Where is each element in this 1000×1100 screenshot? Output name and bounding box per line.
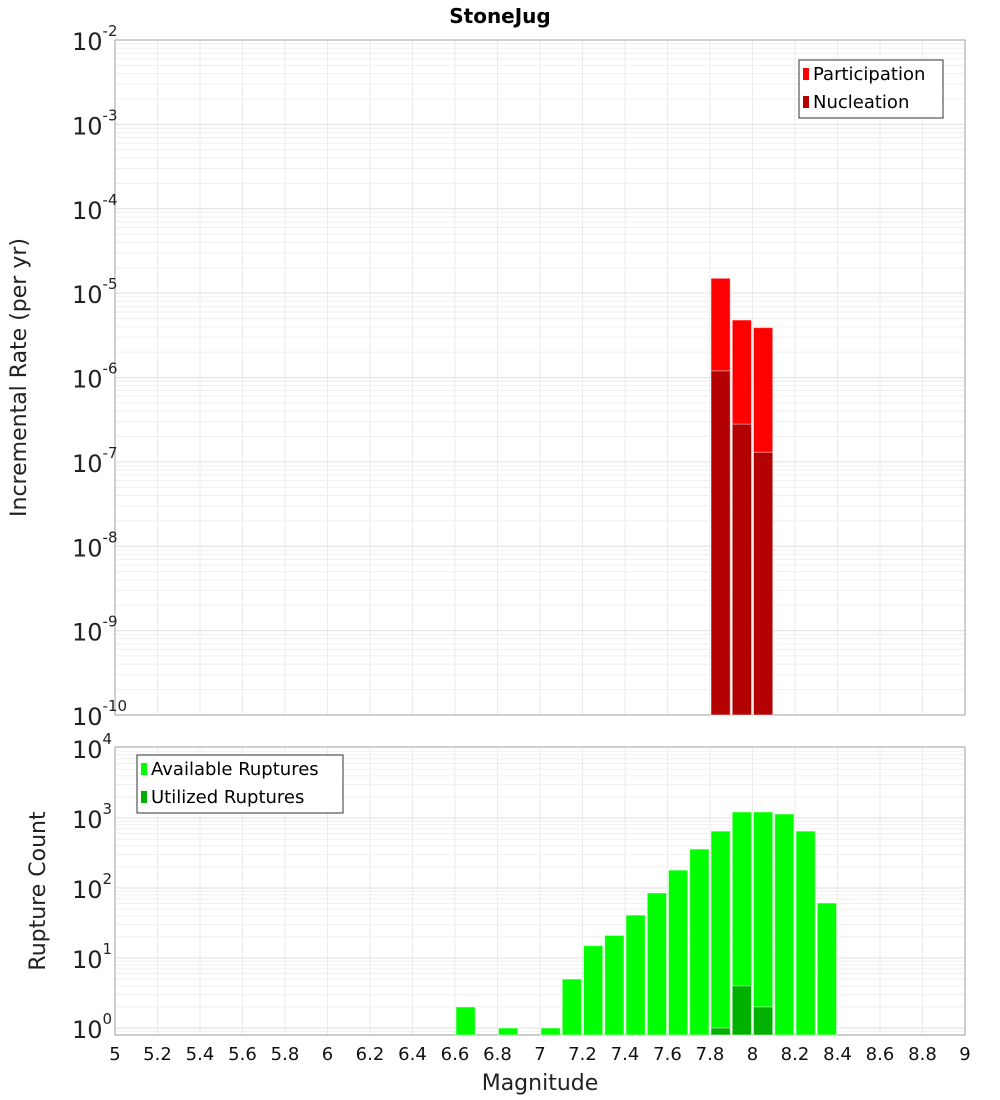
plot-border bbox=[114, 746, 966, 1036]
x-tick-label: 8.6 bbox=[866, 1044, 895, 1065]
bar-available-ruptures bbox=[455, 1006, 476, 1036]
y-tick-label: 10-4 bbox=[72, 191, 118, 225]
legend-swatch bbox=[141, 791, 147, 803]
x-axis-label: Magnitude bbox=[482, 1071, 599, 1096]
y-tick-label: 101 bbox=[72, 940, 112, 974]
y-tick-label: 10-3 bbox=[72, 106, 118, 140]
x-tick-label: 6.8 bbox=[483, 1044, 512, 1065]
x-tick-label: 6.4 bbox=[398, 1044, 427, 1065]
x-tick-label: 7.8 bbox=[696, 1044, 725, 1065]
bar-utilized-ruptures bbox=[753, 1006, 774, 1036]
bar-available-ruptures bbox=[795, 830, 816, 1036]
bar-nucleation bbox=[710, 370, 731, 716]
x-tick-label: 7.4 bbox=[611, 1044, 640, 1065]
y-tick-label: 10-9 bbox=[72, 613, 118, 647]
legend-box bbox=[136, 754, 344, 814]
y-tick-label: 102 bbox=[72, 870, 112, 904]
x-tick-label: 5.6 bbox=[228, 1044, 257, 1065]
y-tick-label: 10-10 bbox=[72, 697, 127, 731]
legend-label: Available Ruptures bbox=[151, 759, 319, 780]
x-tick-label: 8.8 bbox=[908, 1044, 937, 1065]
bar-utilized-ruptures bbox=[710, 1027, 731, 1036]
bar-available-ruptures bbox=[604, 934, 625, 1036]
bar-available-ruptures bbox=[583, 945, 604, 1036]
bar-available-ruptures bbox=[646, 892, 667, 1036]
x-tick-label: 8.2 bbox=[781, 1044, 810, 1065]
y-tick-label: 103 bbox=[72, 800, 112, 834]
legend-label: Utilized Ruptures bbox=[151, 787, 304, 808]
bar-available-ruptures bbox=[668, 869, 689, 1036]
bar-available-ruptures bbox=[561, 978, 582, 1036]
bar-available-ruptures bbox=[498, 1027, 519, 1036]
legend-label: Participation bbox=[813, 64, 925, 85]
bar-available-ruptures bbox=[710, 830, 731, 1036]
x-tick-label: 5.4 bbox=[186, 1044, 215, 1065]
bar-nucleation bbox=[753, 451, 774, 716]
y-tick-label: 100 bbox=[72, 1010, 112, 1044]
bar-available-ruptures bbox=[625, 914, 646, 1036]
y-tick-label: 10-6 bbox=[72, 360, 118, 394]
bar-available-ruptures bbox=[689, 848, 710, 1036]
legend-swatch bbox=[141, 763, 147, 775]
x-tick-label: 7.6 bbox=[653, 1044, 682, 1065]
x-tick-label: 8.4 bbox=[823, 1044, 852, 1065]
x-tick-label: 6.2 bbox=[356, 1044, 385, 1065]
bar-available-ruptures bbox=[540, 1027, 561, 1036]
bar-nucleation bbox=[731, 423, 752, 716]
legend-box bbox=[798, 59, 944, 119]
bar-available-ruptures bbox=[774, 813, 795, 1036]
x-tick-label: 7.2 bbox=[568, 1044, 597, 1065]
x-tick-label: 6.6 bbox=[441, 1044, 470, 1065]
x-tick-label: 5.2 bbox=[143, 1044, 172, 1065]
x-tick-label: 9 bbox=[959, 1044, 970, 1065]
x-tick-label: 7 bbox=[534, 1044, 545, 1065]
legend-label: Nucleation bbox=[813, 92, 909, 113]
x-tick-label: 5 bbox=[109, 1044, 120, 1065]
y-tick-label: 10-7 bbox=[72, 444, 118, 478]
y-tick-label: 10-2 bbox=[72, 22, 118, 56]
plot-border bbox=[114, 39, 966, 716]
y-tick-label: 10-8 bbox=[72, 528, 118, 562]
bar-utilized-ruptures bbox=[731, 985, 752, 1036]
y-axis-label: Incremental Rate (per yr) bbox=[7, 238, 32, 517]
x-tick-label: 5.8 bbox=[271, 1044, 300, 1065]
y-tick-label: 104 bbox=[72, 730, 112, 764]
legend-swatch bbox=[803, 96, 809, 108]
y-axis-label: Rupture Count bbox=[26, 811, 51, 971]
chart-title: StoneJug bbox=[449, 4, 551, 28]
bar-available-ruptures bbox=[753, 811, 774, 1036]
x-tick-label: 6 bbox=[322, 1044, 333, 1065]
x-tick-label: 8 bbox=[747, 1044, 758, 1065]
y-tick-label: 10-5 bbox=[72, 275, 118, 309]
bar-available-ruptures bbox=[816, 902, 837, 1036]
legend-swatch bbox=[803, 68, 809, 80]
